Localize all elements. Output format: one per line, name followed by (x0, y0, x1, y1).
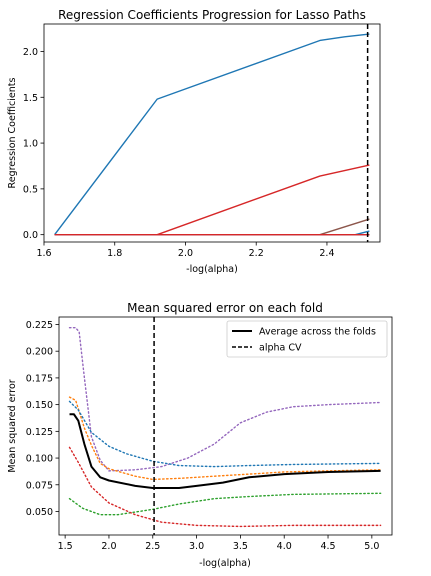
series-line-6 (70, 414, 381, 488)
y-tick-label: 0.050 (26, 507, 53, 518)
y-tick-label: 1.5 (23, 93, 38, 104)
axes-frame (44, 24, 380, 242)
y-axis-label: Mean squared error (7, 379, 18, 472)
y-axis-label: Regression Coefficients (7, 78, 18, 189)
legend-label-alpha-cv: alpha CV (259, 343, 302, 354)
y-tick-label: 0.0 (23, 230, 38, 241)
y-tick-label: 1.0 (23, 139, 38, 150)
x-tick-label: 1.8 (107, 248, 122, 259)
x-tick-label: 2.5 (145, 541, 160, 552)
y-tick-label: 0.075 (26, 480, 53, 491)
legend-label-average: Average across the folds (259, 327, 376, 338)
y-tick-label: 0.5 (23, 184, 38, 195)
series-line-3 (70, 401, 381, 466)
plot-area (55, 24, 370, 242)
y-tick-label: 0.175 (26, 373, 53, 384)
series-line-1 (55, 34, 370, 235)
series-line-2 (55, 165, 370, 235)
x-tick-label: 2.4 (319, 248, 334, 259)
x-tick-label: 1.5 (58, 541, 73, 552)
chart-title: Regression Coefficients Progression for … (58, 8, 366, 22)
y-tick-label: 0.200 (26, 347, 53, 358)
x-tick-label: 1.6 (36, 248, 51, 259)
series-line-4 (70, 493, 381, 514)
x-tick-label: 2.0 (101, 541, 116, 552)
x-tick-label: 3.0 (189, 541, 204, 552)
x-tick-label: 4.0 (277, 541, 292, 552)
x-tick-label: 4.5 (320, 541, 335, 552)
chart-mse: Mean squared error on each fold 1.5 2.0 2.… (7, 301, 392, 569)
y-tick-label: 0.225 (26, 320, 53, 331)
x-axis-label: -log(alpha) (199, 558, 251, 569)
x-tick-label: 3.5 (233, 541, 248, 552)
x-tick-label: 2.2 (249, 248, 264, 259)
series-line-3 (55, 219, 370, 235)
x-tick-label: 5.0 (364, 541, 379, 552)
y-tick-label: 0.150 (26, 400, 53, 411)
y-tick-label: 0.125 (26, 427, 53, 438)
legend: Average across the folds alpha CV (227, 321, 387, 357)
y-tick-label: 0.100 (26, 454, 53, 465)
chart-coefficients: Regression Coefficients Progression for … (7, 8, 380, 275)
y-tick-label: 2.0 (23, 47, 38, 58)
series-line-5 (70, 447, 381, 526)
x-axis-label: -log(alpha) (186, 264, 238, 275)
series-line-2 (70, 397, 381, 479)
x-tick-label: 2.0 (178, 248, 193, 259)
chart-title: Mean squared error on each fold (127, 301, 323, 315)
